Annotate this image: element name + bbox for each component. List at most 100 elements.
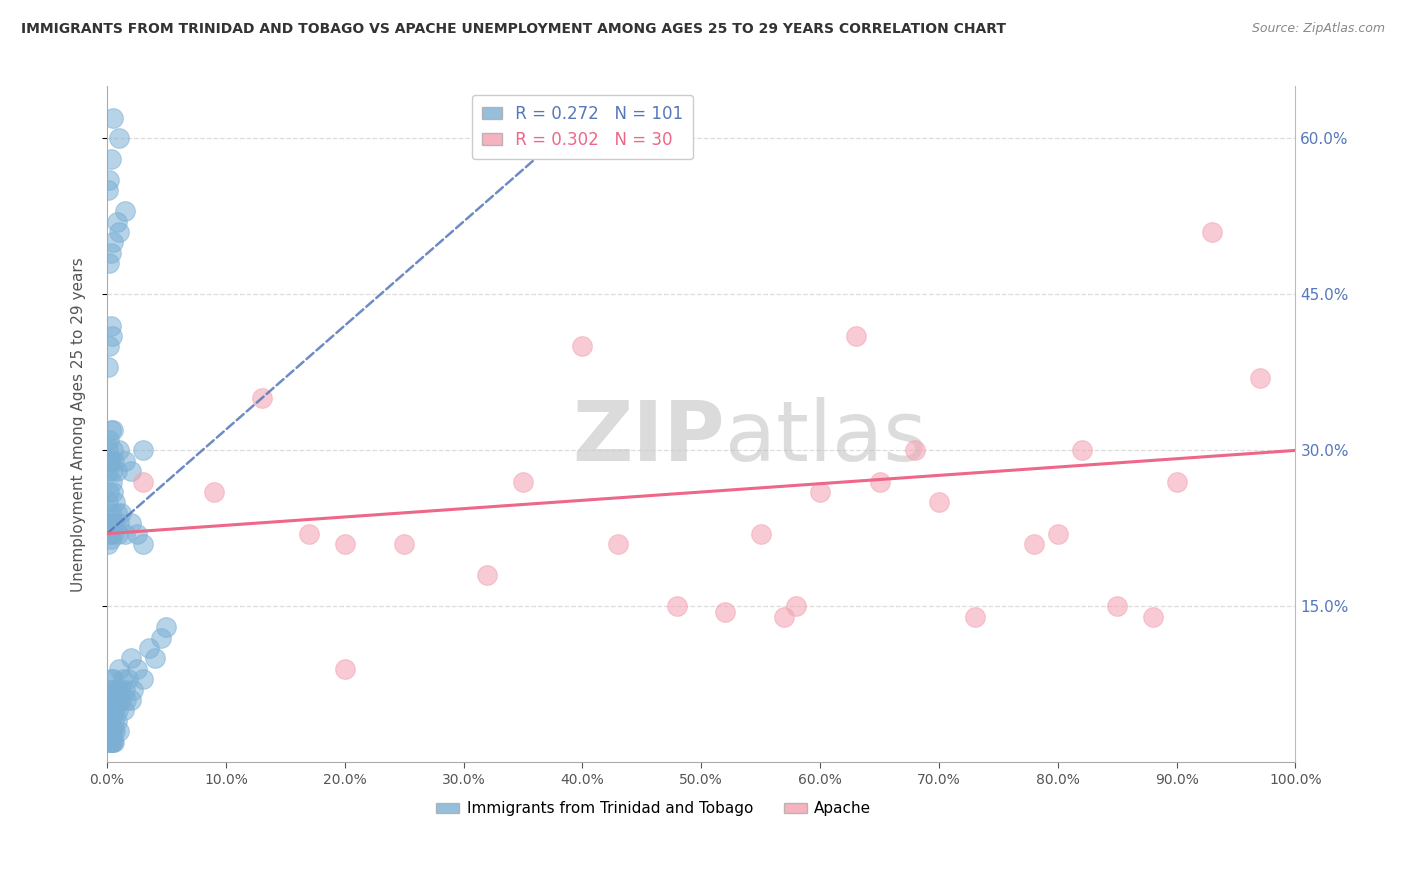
Point: [100, 318, 122, 333]
Point: [101, 423, 124, 437]
Point: [845, 329, 868, 343]
Point: [108, 131, 131, 145]
Point: [101, 443, 124, 458]
Point: [103, 454, 125, 468]
Point: [666, 599, 689, 614]
Point: [100, 423, 122, 437]
Point: [108, 443, 131, 458]
Point: [97, 724, 120, 739]
Point: [97, 183, 120, 197]
Point: [477, 568, 499, 582]
Point: [103, 516, 125, 531]
Point: [98, 703, 121, 717]
Point: [101, 111, 124, 125]
Point: [1022, 537, 1045, 551]
Point: [105, 682, 128, 697]
Point: [98, 724, 121, 739]
Point: [105, 714, 128, 728]
Point: [97, 464, 120, 478]
Point: [1249, 370, 1271, 384]
Point: [110, 506, 132, 520]
Point: [250, 392, 273, 406]
Point: [132, 672, 155, 686]
Point: [1070, 443, 1092, 458]
Point: [298, 526, 321, 541]
Point: [98, 734, 121, 748]
Point: [97, 537, 120, 551]
Point: [114, 204, 136, 219]
Point: [1046, 526, 1069, 541]
Point: [928, 495, 950, 509]
Y-axis label: Unemployment Among Ages 25 to 29 years: Unemployment Among Ages 25 to 29 years: [72, 257, 86, 591]
Point: [1201, 225, 1223, 239]
Point: [749, 526, 772, 541]
Point: [100, 454, 122, 468]
Point: [155, 620, 177, 634]
Point: [108, 225, 131, 239]
Point: [97, 714, 120, 728]
Point: [101, 235, 124, 250]
Point: [132, 475, 155, 489]
Point: [98, 256, 121, 270]
Point: [108, 724, 131, 739]
Point: [117, 672, 139, 686]
Point: [333, 537, 356, 551]
Point: [138, 640, 160, 655]
Point: [98, 173, 121, 187]
Point: [104, 703, 127, 717]
Point: [97, 734, 120, 748]
Point: [101, 485, 124, 500]
Point: [101, 329, 124, 343]
Point: [202, 485, 225, 500]
Point: [773, 610, 796, 624]
Point: [105, 464, 128, 478]
Point: [101, 703, 124, 717]
Point: [105, 506, 128, 520]
Point: [808, 485, 831, 500]
Point: [120, 651, 142, 665]
Point: [104, 724, 127, 739]
Point: [108, 682, 131, 697]
Point: [104, 495, 127, 509]
Point: [132, 443, 155, 458]
Point: [100, 724, 122, 739]
Point: [97, 443, 120, 458]
Point: [97, 360, 120, 375]
Point: [101, 475, 124, 489]
Point: [100, 506, 122, 520]
Point: [114, 682, 136, 697]
Point: [101, 672, 124, 686]
Point: [100, 734, 122, 748]
Point: [114, 454, 136, 468]
Point: [105, 214, 128, 228]
Text: IMMIGRANTS FROM TRINIDAD AND TOBAGO VS APACHE UNEMPLOYMENT AMONG AGES 25 TO 29 Y: IMMIGRANTS FROM TRINIDAD AND TOBAGO VS A…: [21, 22, 1007, 37]
Point: [904, 443, 927, 458]
Point: [120, 464, 142, 478]
Text: ZIP: ZIP: [572, 398, 725, 478]
Point: [103, 693, 125, 707]
Point: [125, 526, 148, 541]
Point: [101, 734, 124, 748]
Point: [97, 495, 120, 509]
Point: [97, 516, 120, 531]
Point: [101, 526, 124, 541]
Point: [143, 651, 166, 665]
Point: [103, 734, 125, 748]
Legend: Immigrants from Trinidad and Tobago, Apache: Immigrants from Trinidad and Tobago, Apa…: [430, 795, 877, 822]
Point: [101, 703, 124, 717]
Point: [108, 662, 131, 676]
Point: [97, 693, 120, 707]
Point: [100, 672, 122, 686]
Point: [98, 682, 121, 697]
Point: [98, 526, 121, 541]
Point: [101, 734, 124, 748]
Point: [101, 682, 124, 697]
Point: [108, 516, 131, 531]
Point: [120, 693, 142, 707]
Point: [392, 537, 415, 551]
Point: [125, 662, 148, 676]
Point: [149, 631, 172, 645]
Point: [132, 537, 155, 551]
Point: [512, 475, 534, 489]
Point: [114, 526, 136, 541]
